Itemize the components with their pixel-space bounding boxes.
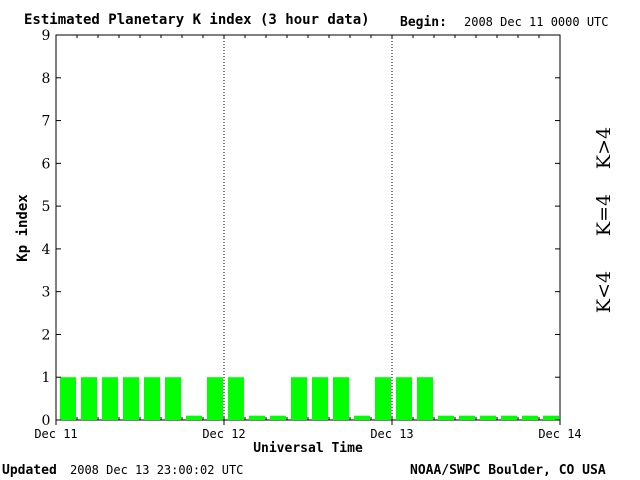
y-tick-label: 8 (42, 71, 51, 87)
y-axis-label: Kp index (15, 194, 31, 262)
x-axis-label: Universal Time (253, 441, 363, 456)
kp-bar (417, 377, 433, 420)
y-tick-label: 9 (42, 28, 51, 44)
kp-bar (60, 377, 76, 420)
y-tick-label: 7 (42, 114, 51, 130)
kp-bar (438, 415, 454, 420)
kp-bar (144, 377, 160, 420)
y-tick-label: 3 (42, 285, 51, 301)
kp-bars (60, 377, 559, 420)
y-tick-label: 6 (42, 156, 51, 172)
y-tick-label: 5 (42, 199, 51, 215)
kp-bar (291, 377, 307, 420)
x-tick-label: Dec 14 (538, 427, 581, 441)
kp-bar (312, 377, 328, 420)
updated-value: 2008 Dec 13 23:00:02 UTC (70, 463, 243, 477)
source-credit: NOAA/SWPC Boulder, CO USA (410, 463, 606, 478)
y-tick-label: 2 (42, 327, 51, 343)
updated-label: Updated (2, 463, 57, 478)
kp-bar (396, 377, 412, 420)
kp-bar (165, 377, 181, 420)
kp-bar (333, 377, 349, 420)
x-tick-label: Dec 12 (202, 427, 245, 441)
day-dividers (223, 35, 393, 420)
x-axis: Dec 11 Dec 12 Dec 13 Dec 14 (34, 35, 582, 441)
kp-bar (186, 415, 202, 420)
kp-bar (123, 377, 139, 420)
kp-bar (501, 415, 517, 420)
y-tick-label: 0 (42, 413, 51, 429)
kp-bar (81, 377, 97, 420)
y-tick-label: 1 (42, 370, 51, 386)
kp-bar (249, 415, 265, 420)
kp-bar (522, 415, 538, 420)
kp-bar (102, 377, 118, 420)
legend-k-less-4: K<4 (593, 271, 615, 313)
x-tick-label: Dec 13 (370, 427, 413, 441)
kp-bar (459, 415, 475, 420)
kp-bar (375, 377, 391, 420)
kp-bar (270, 415, 286, 420)
kp-bar (228, 377, 244, 420)
x-tick-label: Dec 11 (34, 427, 77, 441)
begin-label: Begin: (400, 15, 447, 30)
plot-area (55, 34, 561, 421)
legend-k-greater-4: K>4 (593, 127, 615, 169)
y-axis: 0 1 2 3 4 5 6 7 8 9 (42, 28, 560, 429)
kp-bar (480, 415, 496, 420)
kp-bar (354, 415, 370, 420)
y-tick-label: 4 (42, 242, 51, 258)
legend-k-equals-4: K=4 (593, 194, 615, 236)
kp-bar (207, 377, 223, 420)
kp-bar (543, 415, 559, 420)
chart-title: Estimated Planetary K index (3 hour data… (24, 12, 370, 28)
begin-value: 2008 Dec 11 0000 UTC (464, 15, 609, 29)
